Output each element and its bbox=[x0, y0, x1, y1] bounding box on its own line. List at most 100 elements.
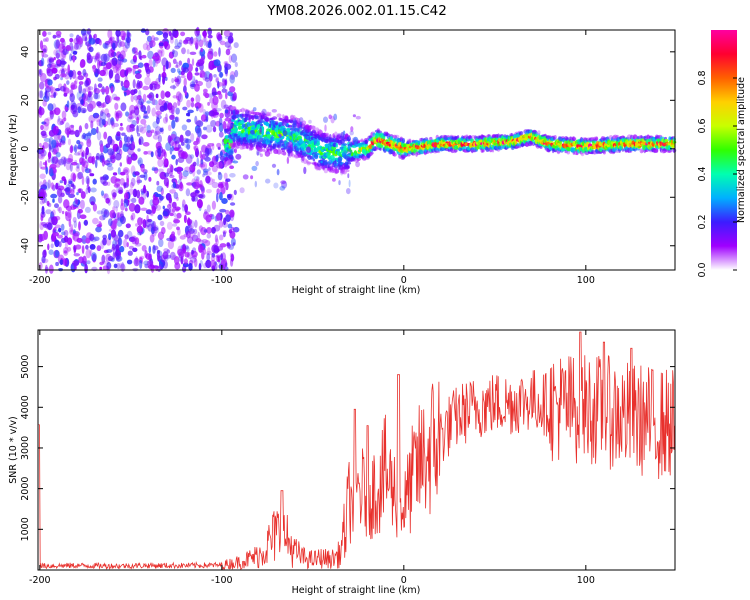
spectrogram-cell bbox=[184, 166, 191, 173]
spectrogram-cell bbox=[106, 113, 111, 118]
spectrogram-cell bbox=[266, 117, 270, 122]
spectrogram-cell bbox=[97, 83, 103, 88]
spectrogram-cell bbox=[96, 245, 102, 252]
spectrogram-cell bbox=[248, 115, 251, 123]
spectrogram-cell bbox=[271, 163, 277, 168]
spectrogram-cell bbox=[392, 152, 397, 157]
spectrogram-cell bbox=[67, 64, 70, 74]
spectrogram-cell bbox=[217, 80, 220, 89]
snr-x-tick-label: 0 bbox=[401, 575, 407, 586]
spectrogram-cell bbox=[203, 248, 207, 255]
spectrogram-cell bbox=[146, 190, 149, 198]
spectrogram-cell bbox=[85, 175, 90, 185]
spectrogram-cell bbox=[159, 195, 164, 201]
spectrogram-cell bbox=[179, 181, 183, 189]
spectrogram-y-tick-label: -20 bbox=[20, 190, 31, 206]
spectrogram-cell bbox=[59, 259, 64, 266]
spectrogram-cell bbox=[198, 193, 206, 199]
spectrogram-cell bbox=[89, 91, 93, 96]
spectrogram-cell bbox=[203, 88, 208, 93]
spectrogram-cell bbox=[224, 35, 231, 40]
spectrogram-cell bbox=[59, 85, 66, 92]
colorbar-tick-label: 0.0 bbox=[697, 262, 708, 277]
spectrogram-cell bbox=[126, 136, 131, 143]
spectrogram-cell bbox=[89, 100, 96, 109]
spectrogram-cell bbox=[173, 192, 179, 200]
spectrogram-cell bbox=[346, 169, 350, 173]
spectrogram-cell bbox=[298, 129, 305, 134]
spectrogram-cell bbox=[121, 132, 126, 136]
spectrogram-cell bbox=[242, 174, 249, 180]
spectrogram-cell bbox=[224, 109, 229, 114]
spectrogram-cell bbox=[93, 236, 100, 242]
spectrogram-cell bbox=[113, 200, 120, 209]
spectrogram-cell bbox=[95, 226, 102, 233]
spectrogram-cell bbox=[45, 209, 52, 215]
spectrogram-cell bbox=[78, 256, 84, 264]
spectrogram-cell bbox=[205, 259, 212, 269]
spectrogram-cell bbox=[40, 222, 47, 226]
spectrogram-cell bbox=[348, 179, 351, 188]
spectrogram-cell bbox=[227, 223, 233, 229]
spectrogram-cell bbox=[45, 37, 49, 42]
spectrogram-cell bbox=[194, 257, 198, 268]
spectrogram-cell bbox=[80, 99, 84, 105]
spectrogram-cell bbox=[198, 163, 206, 168]
spectrogram-cell bbox=[312, 125, 316, 131]
spectrogram-cell bbox=[157, 134, 162, 143]
spectrogram-cell bbox=[94, 83, 97, 93]
spectrogram-cell bbox=[127, 156, 132, 165]
spectrogram-cell bbox=[181, 47, 186, 55]
colorbar-tick-label: 0.4 bbox=[697, 166, 708, 181]
spectrogram-cell bbox=[204, 240, 211, 247]
spectrogram-cell bbox=[208, 167, 211, 171]
spectrogram-cell bbox=[224, 78, 228, 87]
snr-y-tick-label: 2000 bbox=[20, 477, 31, 501]
spectrogram-cell bbox=[198, 103, 204, 113]
spectrogram-cell bbox=[157, 168, 164, 173]
spectrogram-cell bbox=[218, 131, 224, 138]
spectrogram-cell bbox=[70, 189, 75, 195]
spectrogram-cell bbox=[309, 133, 314, 136]
spectrogram-cell bbox=[126, 177, 129, 186]
spectrogram-cell bbox=[76, 172, 83, 180]
spectrogram-cell bbox=[204, 111, 210, 116]
spectrogram-cell bbox=[280, 180, 287, 185]
spectrogram-cell bbox=[125, 111, 130, 117]
spectrogram-cell bbox=[106, 165, 114, 171]
spectrogram-cell bbox=[169, 163, 173, 170]
spectrogram-cell bbox=[117, 212, 121, 221]
spectrogram-cell bbox=[45, 85, 53, 89]
spectrogram-cell bbox=[146, 100, 152, 104]
spectrogram-cell bbox=[163, 41, 169, 47]
spectrogram-cell bbox=[71, 161, 78, 166]
spectrogram-cell bbox=[230, 202, 236, 206]
spectrogram-cell bbox=[188, 262, 193, 271]
spectrogram-cell bbox=[51, 67, 58, 74]
spectrogram-cell bbox=[52, 109, 57, 115]
spectrogram-cell bbox=[112, 122, 119, 128]
spectrogram-cell bbox=[192, 167, 196, 177]
spectrogram-cell bbox=[118, 186, 123, 193]
spectrogram-cell bbox=[115, 212, 120, 221]
spectrogram-cell bbox=[177, 42, 182, 48]
spectrogram-cell bbox=[116, 67, 120, 75]
spectrogram-cell bbox=[237, 125, 242, 130]
spectrogram-cell bbox=[174, 45, 181, 50]
spectrogram-cell bbox=[146, 35, 152, 42]
spectrogram-cell bbox=[150, 83, 157, 91]
spectrogram-cell bbox=[169, 114, 175, 121]
spectrogram-cell bbox=[40, 72, 47, 83]
spectrogram-cell bbox=[55, 261, 59, 267]
spectrogram-cell bbox=[70, 100, 76, 109]
spectrogram-cell bbox=[85, 237, 91, 244]
spectrogram-cell bbox=[196, 169, 201, 175]
spectrogram-cell bbox=[182, 170, 189, 177]
spectrogram-cell bbox=[204, 92, 210, 99]
spectrogram-cell bbox=[91, 55, 99, 60]
spectrogram-cell bbox=[132, 67, 136, 76]
spectrogram-cell bbox=[47, 202, 52, 208]
spectrogram-cell bbox=[296, 118, 301, 123]
spectrogram-cell bbox=[156, 180, 160, 186]
spectrogram-cell bbox=[175, 140, 180, 150]
